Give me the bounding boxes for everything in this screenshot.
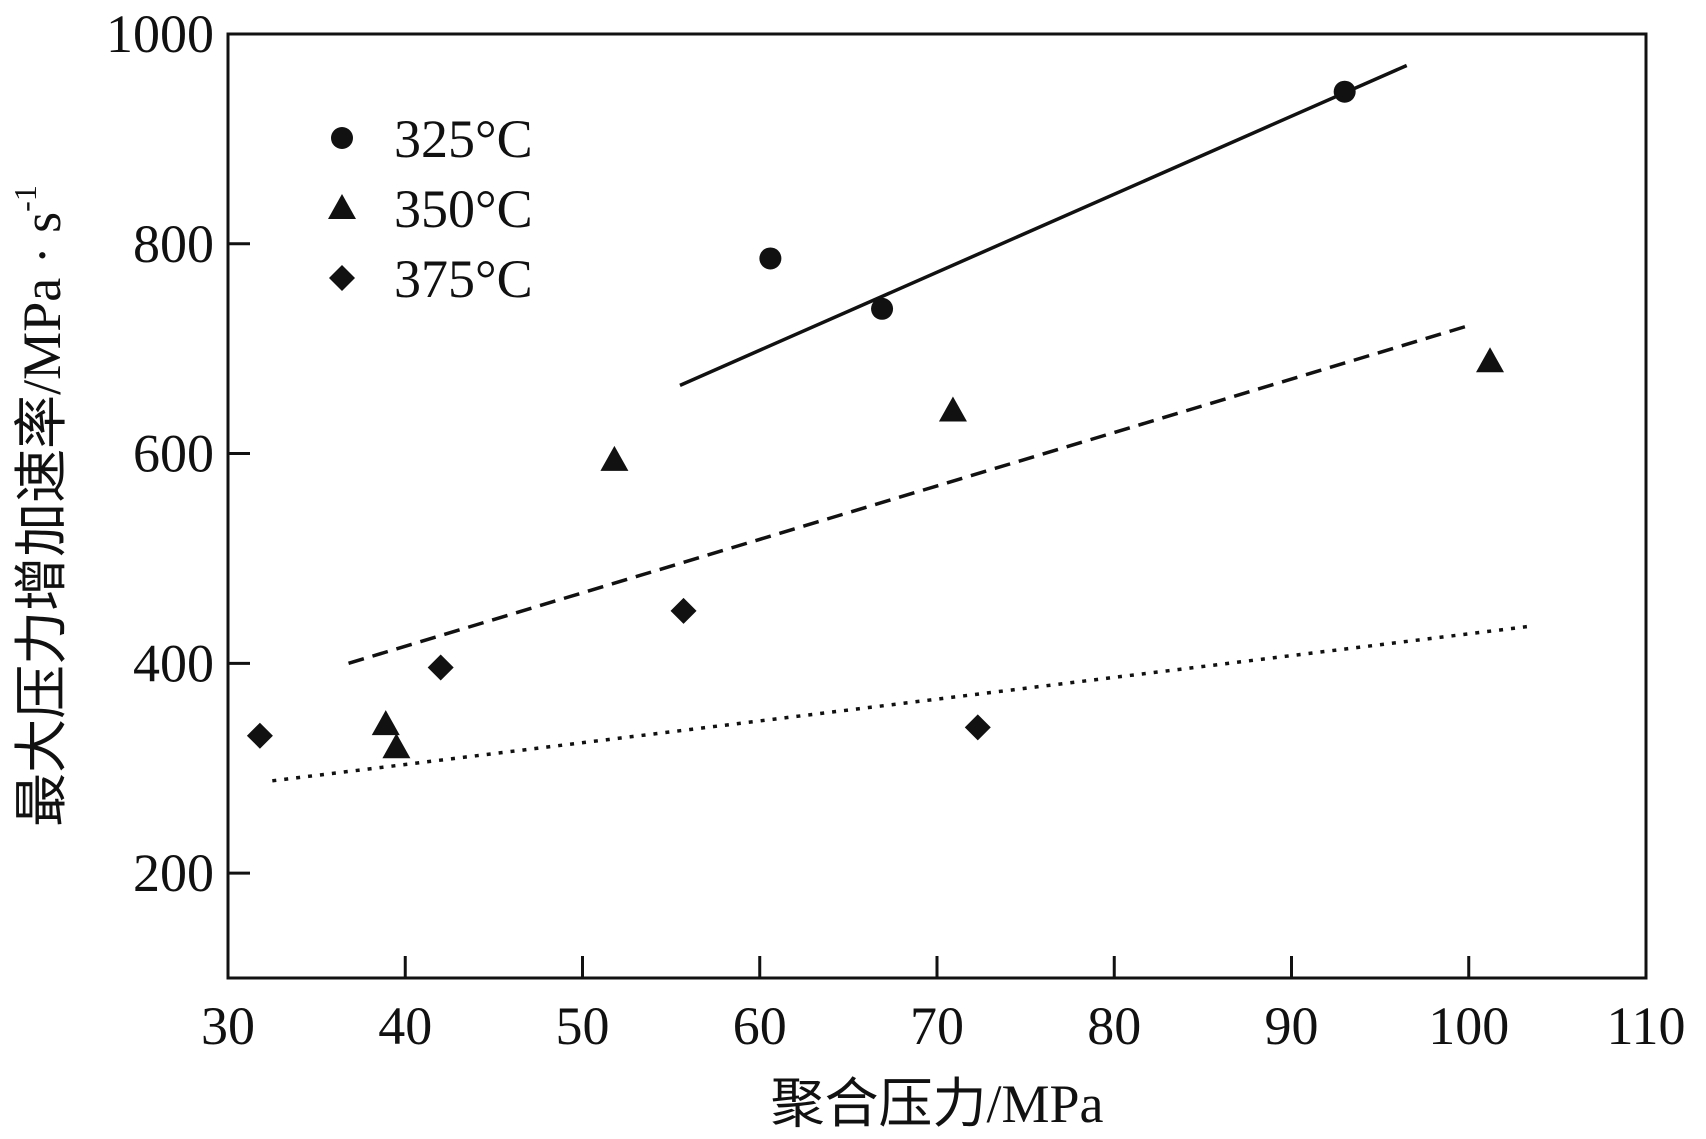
plot-frame (226, 32, 1648, 980)
y-axis: 200 400 600 800 1000 (106, 4, 250, 903)
y-tick-label: 800 (133, 214, 214, 274)
x-tick-label: 110 (1607, 996, 1686, 1056)
data-point-triangle (382, 733, 411, 759)
svg-text:最大压力增加速率/MPa · s-1: 最大压力增加速率/MPa · s-1 (7, 185, 72, 827)
x-axis-title: 聚合压力/MPa (770, 1074, 1103, 1134)
x-tick-label: 100 (1428, 996, 1509, 1056)
legend-label: 350°C (394, 179, 533, 239)
legend-marker-diamond (329, 265, 355, 291)
legend: 325°C 350°C 375°C (328, 109, 533, 309)
legend-label: 325°C (394, 109, 533, 169)
x-tick-label: 40 (378, 996, 432, 1056)
x-tick-label: 60 (733, 996, 787, 1056)
y-tick-label: 1000 (106, 4, 214, 64)
data-point-triangle (600, 445, 629, 471)
y-axis-title-superscript: -1 (7, 185, 43, 212)
x-tick-label: 70 (910, 996, 964, 1056)
data-points (246, 80, 1505, 759)
x-tick-label: 90 (1265, 996, 1319, 1056)
data-point-circle (759, 247, 782, 270)
fit-line-dotted (272, 624, 1528, 783)
data-point-triangle (371, 710, 400, 736)
x-tick-label: 80 (1087, 996, 1141, 1056)
data-point-diamond (670, 597, 697, 624)
data-point-diamond (246, 722, 273, 749)
x-axis: 30 40 50 60 70 80 90 100 110 (201, 956, 1686, 1056)
fit-line-dashed (348, 323, 1470, 666)
x-tick-label: 30 (201, 996, 255, 1056)
data-point-circle (871, 297, 894, 320)
y-axis-title: 最大压力增加速率/MPa · s (12, 212, 72, 827)
y-tick-label: 600 (133, 424, 214, 484)
y-axis-title-group: 最大压力增加速率/MPa · s-1 (7, 185, 72, 827)
data-point-diamond (964, 714, 991, 741)
data-point-circle (1333, 80, 1356, 103)
data-point-triangle (938, 396, 967, 422)
legend-marker-circle (331, 127, 353, 149)
y-tick-label: 400 (133, 633, 214, 693)
data-point-triangle (1476, 347, 1505, 373)
y-tick-label: 200 (133, 843, 214, 903)
fit-line-solid (679, 63, 1408, 387)
data-point-diamond (427, 654, 454, 681)
x-tick-label: 50 (556, 996, 610, 1056)
fit-lines (272, 63, 1528, 783)
legend-marker-triangle (328, 194, 356, 219)
legend-label: 375°C (394, 249, 533, 309)
